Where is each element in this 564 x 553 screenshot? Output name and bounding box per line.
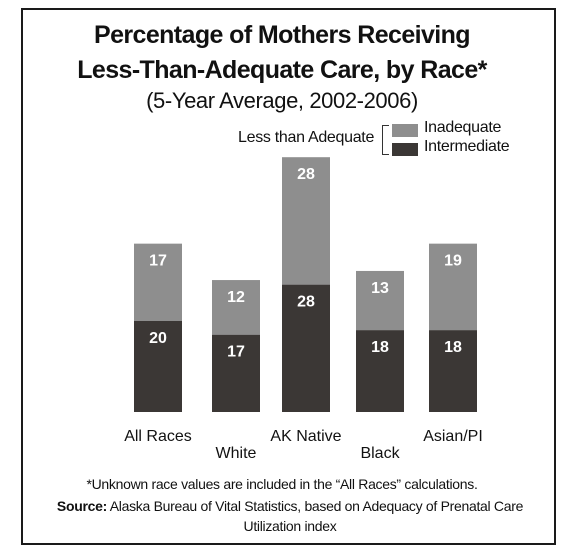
category-label-black: Black: [360, 445, 400, 462]
bar-inadequate-all-races: [134, 243, 182, 321]
chart-title-line2: Less-Than-Adequate Care, by Race*: [77, 56, 487, 84]
bar-inadequate-white: [212, 280, 260, 335]
bar-inadequate-ak-native: [282, 157, 330, 285]
data-label-intermediate-white: 17: [227, 344, 245, 361]
data-label-inadequate-ak-native: 28: [297, 166, 315, 183]
source-note: Source: Alaska Bureau of Vital Statistic…: [30, 496, 550, 536]
legend-swatch-intermediate: [392, 143, 418, 156]
data-label-intermediate-all-races: 20: [149, 330, 167, 347]
bar-intermediate-black: [356, 330, 404, 412]
legend-group-label: Less than Adequate: [238, 129, 375, 146]
bar-intermediate-asian-pi: [429, 330, 477, 412]
data-label-intermediate-black: 18: [371, 339, 389, 356]
category-label-asian-pi: Asian/PI: [423, 428, 483, 445]
bar-intermediate-ak-native: [282, 284, 330, 412]
data-label-intermediate-ak-native: 28: [297, 294, 315, 311]
data-label-inadequate-white: 12: [227, 289, 245, 306]
bar-intermediate-all-races: [134, 321, 182, 412]
category-label-all-races: All Races: [124, 428, 192, 445]
legend-label-inadequate: Inadequate: [424, 119, 502, 136]
chart-title-line1: Percentage of Mothers Receiving: [94, 21, 471, 49]
bar-inadequate-black: [356, 270, 404, 331]
legend-bracket: [382, 125, 389, 155]
category-label-ak-native: AK Native: [270, 428, 341, 445]
footnote: *Unknown race values are included in the…: [86, 476, 478, 492]
data-label-inadequate-asian-pi: 19: [444, 253, 462, 270]
source-text: Alaska Bureau of Vital Statistics, based…: [109, 498, 524, 534]
chart-subtitle: (5-Year Average, 2002-2006): [146, 88, 418, 113]
legend-label-intermediate: Intermediate: [424, 138, 510, 155]
bar-inadequate-asian-pi: [429, 243, 477, 331]
data-label-inadequate-all-races: 17: [149, 253, 167, 270]
source-label: Source:: [56, 498, 107, 514]
legend-swatch-inadequate: [392, 124, 418, 137]
category-label-white: White: [216, 445, 257, 462]
bar-intermediate-white: [212, 334, 260, 412]
data-label-inadequate-black: 13: [371, 280, 389, 297]
data-label-intermediate-asian-pi: 18: [444, 339, 462, 356]
